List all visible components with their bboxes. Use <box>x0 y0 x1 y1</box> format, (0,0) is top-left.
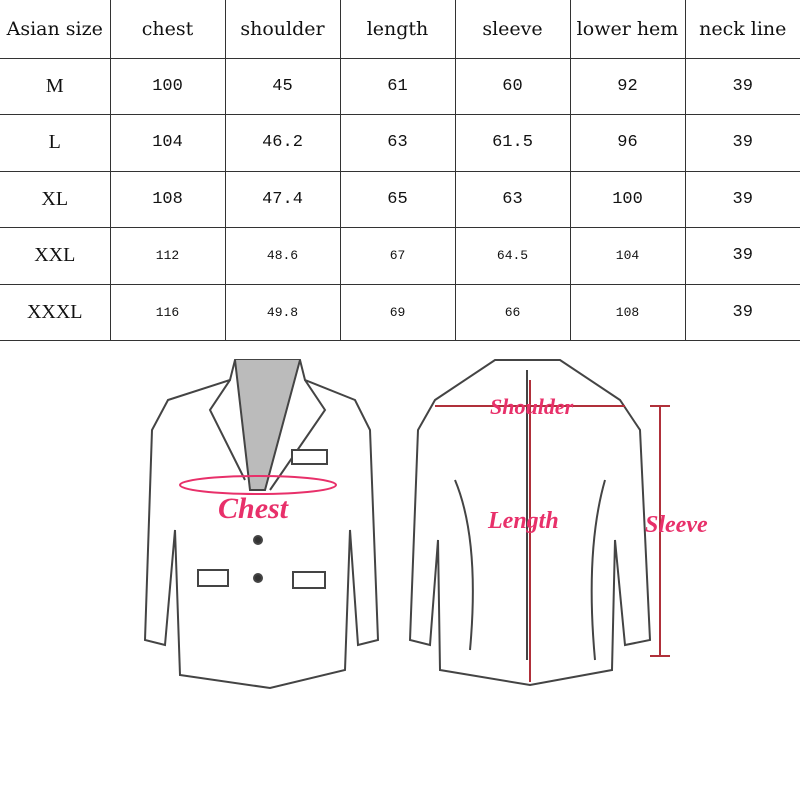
value-cell: 48.6 <box>224 227 341 285</box>
measure-lines <box>435 380 670 682</box>
value-cell: 39 <box>684 57 800 115</box>
table-row: M 100 45 61 60 92 39 <box>0 57 800 115</box>
header-shoulder: shoulder <box>224 0 341 59</box>
value-cell: 104 <box>109 114 226 172</box>
size-cell: XXXL <box>0 283 111 341</box>
value-cell: 39 <box>684 114 800 172</box>
value-cell: 61 <box>339 57 456 115</box>
shoulder-label: Shoulder <box>490 394 574 419</box>
value-cell: 96 <box>569 114 686 172</box>
value-cell: 63 <box>339 114 456 172</box>
value-cell: 112 <box>109 227 226 285</box>
value-cell: 39 <box>684 227 800 285</box>
size-cell: XXL <box>0 227 111 285</box>
value-cell: 46.2 <box>224 114 341 172</box>
length-label: Length <box>487 508 559 534</box>
value-cell: 60 <box>454 57 571 115</box>
chest-label: Chest <box>218 492 290 525</box>
value-cell: 47.4 <box>224 170 341 228</box>
value-cell: 64.5 <box>454 227 571 285</box>
value-cell: 39 <box>684 170 800 228</box>
size-cell: L <box>0 114 111 172</box>
header-size: Asian size <box>0 0 111 59</box>
table-row: XXXL 116 49.8 69 66 108 39 <box>0 283 800 341</box>
header-neck-line: neck line <box>684 0 800 59</box>
sleeve-label: Sleeve <box>645 512 708 538</box>
header-lower-hem: lower hem <box>569 0 686 59</box>
value-cell: 92 <box>569 57 686 115</box>
value-cell: 108 <box>109 170 226 228</box>
value-cell: 100 <box>569 170 686 228</box>
value-cell: 45 <box>224 57 341 115</box>
value-cell: 66 <box>454 283 571 341</box>
value-cell: 104 <box>569 227 686 285</box>
header-sleeve: sleeve <box>454 0 571 59</box>
header-row: Asian size chest shoulder length sleeve … <box>0 0 800 59</box>
size-table: Asian size chest shoulder length sleeve … <box>0 0 800 341</box>
value-cell: 61.5 <box>454 114 571 172</box>
table-row: XL 108 47.4 65 63 100 39 <box>0 170 800 228</box>
size-cell: XL <box>0 170 111 228</box>
value-cell: 49.8 <box>224 283 341 341</box>
value-cell: 100 <box>109 57 226 115</box>
jacket-diagram: Chest Shoulder Length Sleeve <box>143 359 708 690</box>
table-row: L 104 46.2 63 61.5 96 39 <box>0 114 800 172</box>
value-cell: 67 <box>339 227 456 285</box>
value-cell: 116 <box>109 283 226 341</box>
value-cell: 108 <box>569 283 686 341</box>
front-jacket-icon <box>143 359 380 690</box>
value-cell: 65 <box>339 170 456 228</box>
value-cell: 39 <box>684 283 800 341</box>
value-cell: 63 <box>454 170 571 228</box>
size-cell: M <box>0 57 111 115</box>
header-length: length <box>339 0 456 59</box>
table-row: XXL 112 48.6 67 64.5 104 39 <box>0 227 800 285</box>
header-chest: chest <box>109 0 226 59</box>
value-cell: 69 <box>339 283 456 341</box>
